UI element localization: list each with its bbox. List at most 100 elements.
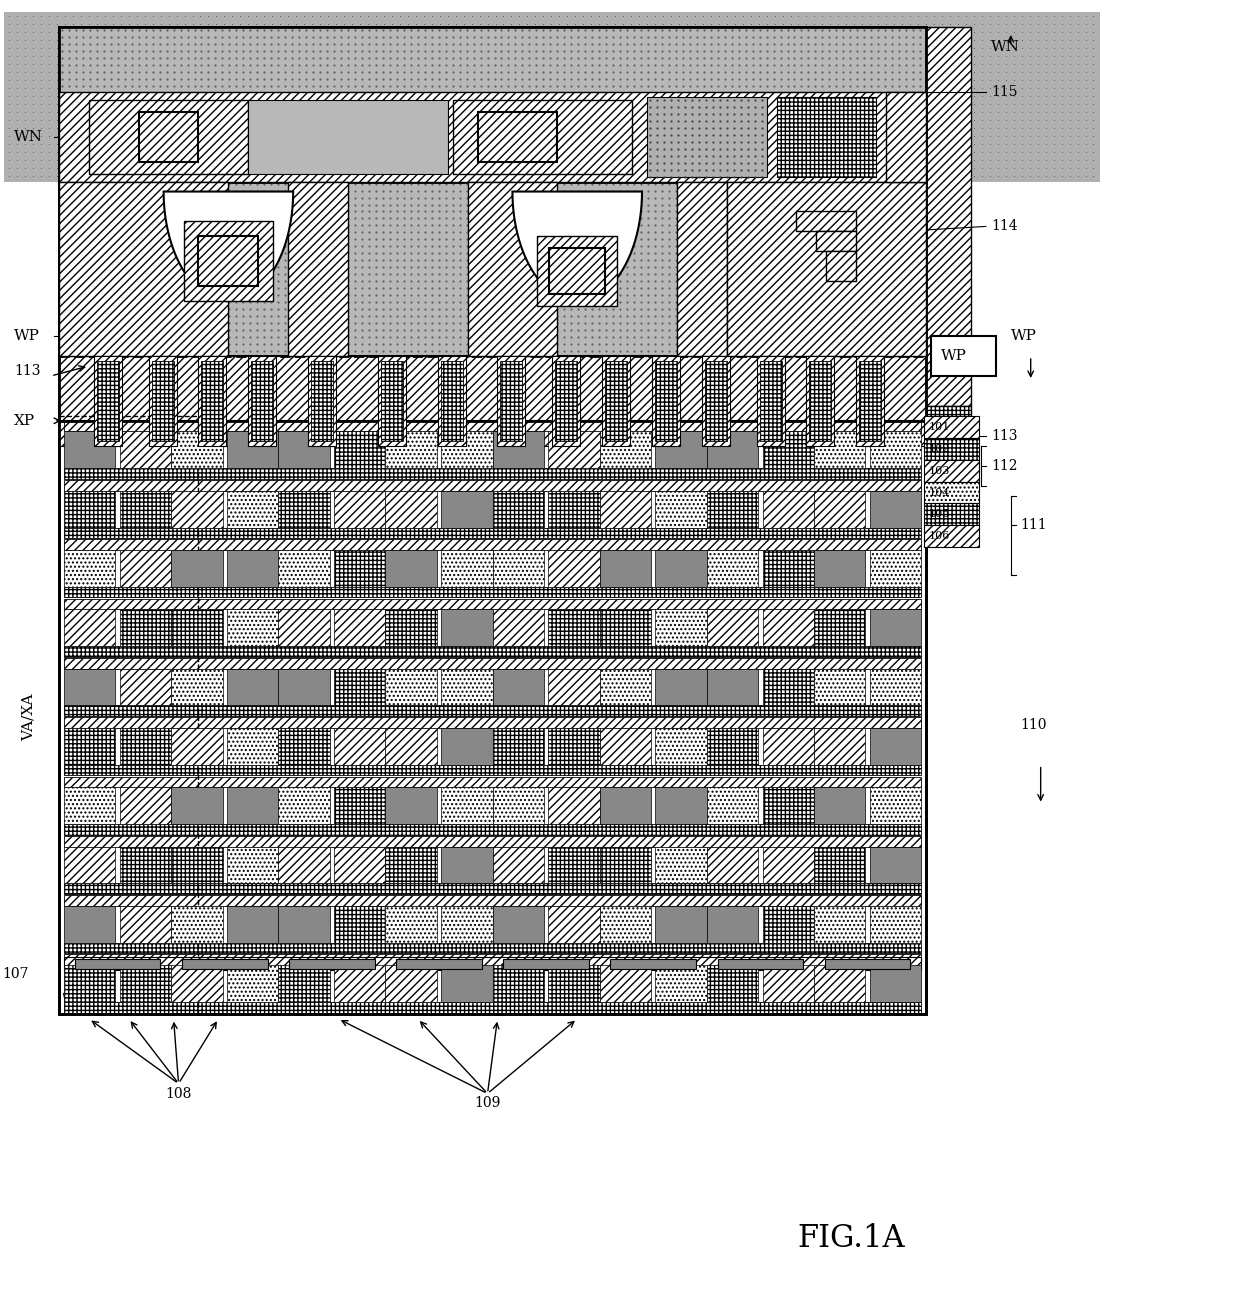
Bar	[440, 361, 463, 441]
Bar	[278, 669, 330, 705]
Bar	[201, 361, 223, 441]
Bar	[763, 669, 813, 705]
Bar	[182, 960, 268, 969]
Bar	[97, 361, 119, 441]
Bar	[64, 490, 115, 528]
Bar	[610, 960, 696, 969]
Bar	[386, 490, 436, 528]
Bar	[227, 965, 278, 1001]
Bar	[707, 846, 758, 883]
Bar	[825, 960, 910, 969]
Bar	[334, 846, 386, 883]
Bar	[600, 669, 651, 705]
Bar	[289, 960, 374, 969]
Bar	[386, 788, 436, 824]
Bar	[64, 965, 115, 1001]
Bar	[600, 432, 651, 468]
Bar	[171, 550, 222, 587]
Text: 110: 110	[1021, 717, 1048, 732]
Bar	[64, 659, 921, 669]
Bar	[171, 788, 222, 824]
Bar	[278, 965, 330, 1001]
Bar	[806, 356, 835, 446]
Bar	[796, 211, 857, 231]
Text: 103: 103	[929, 466, 950, 476]
Bar	[64, 764, 921, 776]
Bar	[64, 824, 921, 835]
Bar	[763, 432, 813, 468]
Bar	[924, 416, 978, 438]
Bar	[438, 356, 465, 446]
Bar	[441, 965, 492, 1001]
Bar	[776, 96, 877, 176]
Bar	[60, 27, 926, 421]
Bar	[4, 12, 1100, 181]
Bar	[763, 609, 813, 645]
Bar	[120, 846, 171, 883]
Bar	[548, 669, 600, 705]
Bar	[600, 965, 651, 1001]
Text: 104: 104	[929, 488, 950, 498]
Bar	[492, 490, 544, 528]
Bar	[198, 356, 227, 446]
Text: 102: 102	[929, 443, 950, 454]
Bar	[171, 728, 222, 764]
Bar	[600, 490, 651, 528]
Bar	[64, 883, 921, 895]
Bar	[492, 846, 544, 883]
Bar	[64, 1001, 921, 1013]
Bar	[467, 181, 557, 356]
Bar	[707, 609, 758, 645]
Bar	[227, 609, 278, 645]
Bar	[869, 728, 921, 764]
Bar	[548, 788, 600, 824]
Bar	[64, 609, 115, 645]
Bar	[760, 361, 781, 441]
Bar	[64, 943, 921, 953]
Text: WP: WP	[941, 349, 967, 363]
Bar	[763, 788, 813, 824]
Bar	[707, 490, 758, 528]
Bar	[813, 490, 866, 528]
Bar	[600, 550, 651, 587]
Text: XP: XP	[14, 413, 35, 428]
Bar	[334, 490, 386, 528]
Bar	[288, 181, 348, 356]
Bar	[924, 526, 978, 548]
Bar	[813, 432, 866, 468]
Bar	[655, 361, 677, 441]
Bar	[813, 728, 866, 764]
Bar	[869, 965, 921, 1001]
Bar	[677, 181, 727, 356]
Bar	[924, 438, 978, 459]
Text: 101: 101	[929, 421, 950, 432]
Bar	[503, 960, 589, 969]
Bar	[656, 906, 707, 943]
Bar	[334, 609, 386, 645]
Bar	[311, 361, 334, 441]
Text: 105: 105	[929, 510, 950, 519]
Bar	[492, 728, 544, 764]
Bar	[656, 846, 707, 883]
Bar	[548, 550, 600, 587]
Bar	[869, 669, 921, 705]
Text: 108: 108	[165, 1086, 192, 1101]
Bar	[120, 609, 171, 645]
Bar	[656, 432, 707, 468]
Bar	[656, 490, 707, 528]
Bar	[120, 788, 171, 824]
Bar	[926, 406, 971, 446]
Bar	[64, 480, 921, 490]
Bar	[492, 906, 544, 943]
Bar	[171, 965, 222, 1001]
Bar	[278, 490, 330, 528]
Bar	[492, 609, 544, 645]
Bar	[441, 550, 492, 587]
Bar	[64, 528, 921, 539]
Bar	[89, 100, 248, 173]
Bar	[656, 669, 707, 705]
Bar	[64, 788, 115, 824]
Text: WP: WP	[1011, 329, 1037, 343]
Bar	[492, 965, 544, 1001]
Bar	[869, 490, 921, 528]
